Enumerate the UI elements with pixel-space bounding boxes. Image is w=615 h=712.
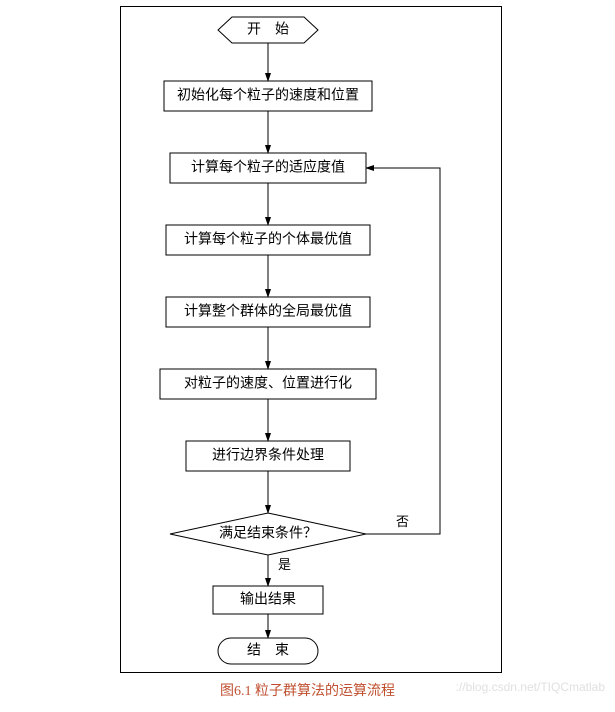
flowchart-svg: 开 始初始化每个粒子的速度和位置计算每个粒子的适应度值计算每个粒子的个体最优值计…: [120, 6, 500, 671]
node-label-n3: 计算每个粒子的个体最优值: [184, 232, 352, 248]
node-label-n7: 输出结果: [240, 592, 296, 608]
watermark: ://blog.csdn.net/TIQCmatlab: [456, 680, 605, 694]
caption-text: 图6.1 粒子群算法的运算流程: [220, 684, 395, 699]
node-label-n2: 计算每个粒子的适应度值: [191, 159, 345, 176]
node-label-n1: 初始化每个粒子的速度和位置: [177, 87, 359, 104]
edge-label: 是: [278, 557, 291, 572]
node-label-end: 结 束: [247, 643, 289, 659]
node-label-n5: 对粒子的速度、位置进行化: [184, 376, 352, 392]
diagram-container: 开 始初始化每个粒子的速度和位置计算每个粒子的适应度值计算每个粒子的个体最优值计…: [0, 0, 615, 712]
node-label-n4: 计算整个群体的全局最优值: [184, 303, 352, 320]
node-label-dec: 满足结束条件？: [219, 525, 317, 542]
node-label-n6: 进行边界条件处理: [212, 447, 324, 464]
edge-loopback: [366, 168, 440, 534]
node-label-start: 开 始: [247, 22, 289, 38]
edge-label: 否: [396, 514, 409, 529]
